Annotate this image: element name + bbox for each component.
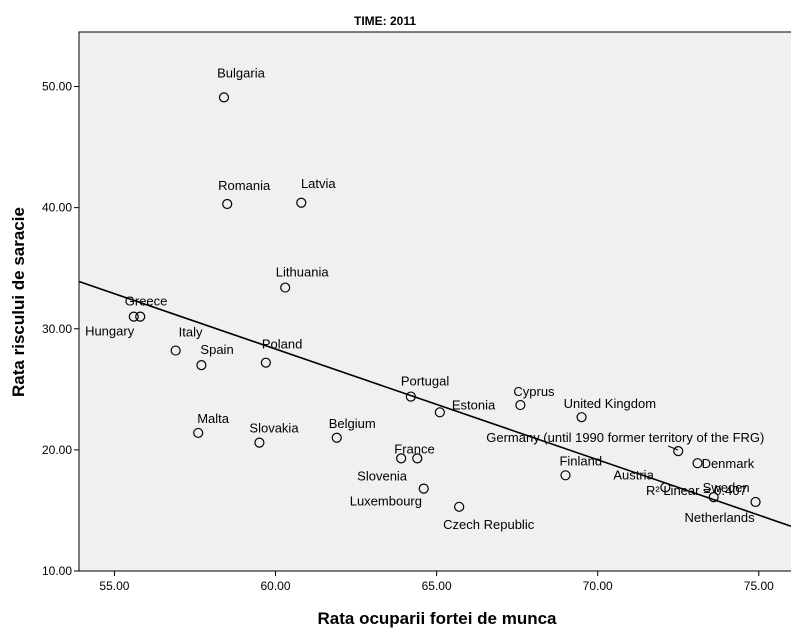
label-italy: Italy	[179, 325, 203, 340]
point-finland	[560, 470, 571, 481]
y-tick-label: 10.00	[42, 564, 72, 578]
label-latvia: Latvia	[301, 176, 336, 191]
label-austria: Austria	[613, 467, 654, 482]
point-portugal	[405, 391, 416, 402]
label-romania: Romania	[218, 178, 271, 193]
point-sweden	[708, 492, 719, 503]
y-axis-label: Rata riscului de saracie	[9, 207, 28, 397]
label-sweden: Sweden	[703, 480, 750, 495]
germany-label-leader	[667, 445, 679, 451]
x-axis-label: Rata ocuparii fortei de munca	[318, 609, 558, 628]
point-netherlands	[750, 496, 761, 508]
point-czech-republic	[454, 501, 465, 512]
point-luxembourg	[418, 483, 429, 494]
x-tick-label: 60.00	[261, 579, 291, 593]
r-squared-annotation: R² Linear = 0.407	[646, 483, 747, 498]
label-finland: Finland	[559, 453, 602, 468]
label-portugal: Portugal	[401, 374, 450, 389]
chart-title: TIME: 2011	[354, 14, 416, 28]
label-malta: Malta	[197, 411, 230, 426]
linear-fit-line	[78, 280, 791, 527]
label-germany-until-1990-former-territory-of-the-frg: Germany (until 1990 former territory of …	[486, 430, 764, 445]
label-hungary: Hungary	[85, 324, 135, 339]
point-belgium	[331, 432, 342, 443]
label-netherlands: Netherlands	[685, 510, 756, 525]
point-poland	[260, 357, 271, 368]
x-tick-label: 55.00	[99, 579, 129, 593]
y-axis: 10.00 20.00 30.00 40.00 50.00	[42, 80, 79, 578]
x-tick-label: 65.00	[422, 579, 452, 593]
label-poland: Poland	[262, 337, 302, 352]
point-slovakia	[254, 437, 265, 448]
point-denmark	[692, 458, 703, 469]
x-tick-label: 70.00	[583, 579, 613, 593]
point-lithuania	[280, 282, 291, 293]
label-denmark: Denmark	[702, 456, 755, 471]
label-spain: Spain	[200, 342, 233, 357]
y-tick-label: 40.00	[42, 201, 72, 215]
y-tick-label: 50.00	[42, 80, 72, 94]
label-france: France	[394, 441, 434, 456]
point-latvia	[296, 197, 307, 208]
label-greece: Greece	[125, 294, 168, 309]
x-axis: 55.00 60.00 65.00 70.00 75.00	[99, 571, 774, 593]
point-italy	[170, 345, 181, 356]
y-tick-label: 30.00	[42, 322, 72, 336]
label-belgium: Belgium	[329, 416, 376, 431]
point-greece	[128, 311, 139, 322]
point-romania	[222, 198, 233, 210]
y-tick-label: 20.00	[42, 443, 72, 457]
data-points	[128, 92, 761, 512]
label-cyprus: Cyprus	[513, 384, 555, 399]
point-labels: Bulgaria Romania Latvia Lithuania Greece Hung…	[85, 65, 764, 531]
label-lithuania: Lithuania	[276, 265, 330, 280]
point-hungary	[135, 311, 146, 322]
point-malta	[193, 427, 204, 439]
label-bulgaria: Bulgaria	[217, 65, 265, 80]
label-slovakia: Slovakia	[249, 421, 299, 436]
point-france	[412, 453, 423, 464]
label-united-kingdom: United Kingdom	[564, 396, 657, 411]
point-slovenia	[396, 453, 407, 464]
plot-area	[78, 31, 791, 572]
label-luxembourg: Luxembourg	[350, 494, 422, 509]
point-bulgaria	[218, 92, 230, 103]
label-czech-republic: Czech Republic	[443, 517, 535, 532]
point-spain	[196, 359, 207, 371]
point-austria	[660, 482, 671, 493]
label-estonia: Estonia	[452, 397, 496, 412]
point-united-kingdom	[576, 412, 587, 423]
x-tick-label: 75.00	[744, 579, 774, 593]
label-slovenia: Slovenia	[357, 468, 408, 483]
point-estonia	[434, 407, 445, 418]
point-cyprus	[515, 399, 526, 411]
point-germany-until-1990-former-territory-of-the-frg	[673, 445, 684, 457]
